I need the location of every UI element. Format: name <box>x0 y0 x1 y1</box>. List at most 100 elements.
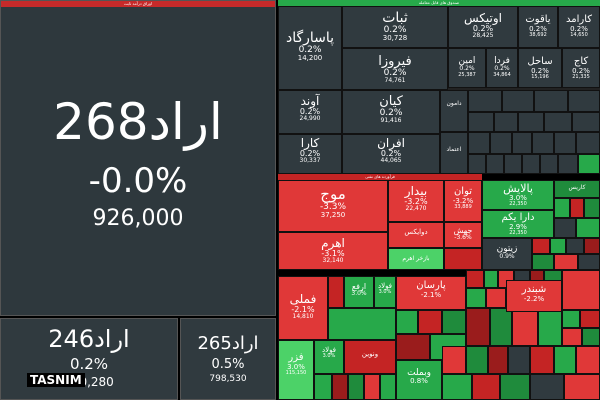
tile-name: ارفع <box>351 282 367 291</box>
tile-value: 14,650 <box>570 31 588 38</box>
tile-name: ثبات <box>382 10 408 26</box>
tile-name: بازخر اهرم <box>402 255 430 262</box>
tile-foulad-1[interactable]: فولاد 3.0% <box>374 276 396 308</box>
tile-change: 3.0% <box>378 289 392 296</box>
tile-name: اعتماد <box>446 146 462 153</box>
tile-change: 2.9% <box>509 222 527 231</box>
tile-small-red[interactable] <box>444 248 482 270</box>
tile-value: 44,065 <box>380 156 402 164</box>
tile-value: 28,425 <box>472 31 494 39</box>
tile-name: امین <box>458 56 476 66</box>
tile-change: -3.2% <box>404 196 428 206</box>
tile-sahel[interactable]: ساحل 0.2% 15,196 <box>518 48 562 88</box>
tile-metal-small[interactable] <box>328 276 344 308</box>
tile-change: 0.2% <box>494 65 510 73</box>
tile-bidar[interactable]: بیدار -3.2% 22,470 <box>388 180 444 222</box>
funds-small-grid <box>468 90 600 174</box>
tile-ahrom[interactable]: اهرم -3.1% 32,140 <box>278 232 388 270</box>
tile-vanovin[interactable]: ونوین <box>344 340 396 374</box>
tile-change: -3.2% <box>452 196 474 205</box>
tile-sabat[interactable]: ثبات 0.2% 30,728 <box>342 6 448 48</box>
tile-change: -3.3% <box>319 201 347 212</box>
metals-grid <box>314 374 396 400</box>
tile-change: 0.2% <box>299 106 321 116</box>
tile-fazar[interactable]: فزر 3.0% 115,150 <box>278 340 314 400</box>
tile-pasargad[interactable]: پاسارگاد 0.2% 14,200 <box>278 6 342 90</box>
tile-metal-mid[interactable] <box>328 308 396 340</box>
tile-change: 3.0% <box>287 362 305 371</box>
tile-name: اراد246 <box>48 325 130 353</box>
tile-name: بیدار <box>404 184 428 198</box>
tile-damoun[interactable]: دامون <box>440 90 468 132</box>
tile-value: 91,416 <box>380 117 402 125</box>
tile-value: 30,728 <box>382 34 408 43</box>
tasnim-watermark: TASNIM <box>27 373 85 387</box>
tile-value: 74,761 <box>384 77 406 85</box>
funds-header: صندوق های قابل معامله <box>278 0 600 6</box>
tile-tavan[interactable]: توان -3.2% 33,889 <box>444 180 482 222</box>
tile-name: موج <box>320 185 346 203</box>
tile-name: زیتون <box>496 244 518 254</box>
tile-value: 15,196 <box>531 73 549 80</box>
tile-yaghout[interactable]: یاقوت 0.2% 38,692 <box>518 6 558 48</box>
fixed-income-panel[interactable]: اوراق درآمد ثابت اراد268 -0.0% 926,000 <box>0 0 276 316</box>
tile-karis[interactable]: کاریس <box>554 180 600 198</box>
tile-avand[interactable]: آوند 0.2% 24,990 <box>278 90 342 134</box>
tile-bazkhar-ahrom[interactable]: بازخر اهرم <box>388 248 444 270</box>
main-symbol-value: 926,000 <box>92 206 184 231</box>
tile-etemad[interactable]: اعتماد <box>440 132 468 174</box>
tile-kara[interactable]: کارا 0.2% 30,337 <box>278 134 342 174</box>
tile-name: دارا یکم <box>501 212 535 223</box>
tile-zeitoun[interactable]: زیتون 0.9% <box>482 238 532 270</box>
tile-change: 3.0% <box>351 290 367 298</box>
tile-value: 22,470 <box>405 204 427 212</box>
tile-foulad-2[interactable]: فولاد 3.0% <box>314 340 344 374</box>
tile-firouza[interactable]: فیروزا 0.2% 74,761 <box>342 48 448 90</box>
tile-kaj[interactable]: کاج 0.2% 21,335 <box>562 48 600 88</box>
tile-jahesh[interactable]: جهش -3.6% <box>444 222 482 248</box>
tile-arad265[interactable]: اراد265 0.5% 798,530 <box>180 318 276 400</box>
tile-change: 0.2% <box>472 23 494 33</box>
tile-arad246[interactable]: اراد246 0.2% 820,280 TASNIM <box>0 318 178 400</box>
tile-change: -3.1% <box>321 248 345 258</box>
tile-dara-yekom[interactable]: دارا یکم 2.9% 22,350 <box>482 210 554 238</box>
misc-grid-3 <box>442 346 600 400</box>
tile-name: کاریس <box>568 184 586 191</box>
tile-value: 38,692 <box>529 31 547 38</box>
tile-value: 14,810 <box>292 312 314 320</box>
tile-palayesh[interactable]: پالایش 3.0% 22,350 <box>482 180 554 210</box>
tile-change: -2.2% <box>523 294 545 303</box>
tile-farda[interactable]: فردا 0.2% 34,864 <box>486 48 518 88</box>
tile-vabmellat[interactable]: وبملت 0.8% <box>396 360 442 400</box>
refining-grid <box>554 198 600 238</box>
tile-shebandar[interactable]: شبندر -2.2% <box>506 280 562 312</box>
tile-name: اهرم <box>321 236 345 250</box>
tile-parsan[interactable]: پارسان -2.1% <box>396 276 466 310</box>
tile-afran[interactable]: افران 0.2% 44,065 <box>342 134 440 174</box>
tile-arfa[interactable]: ارفع 3.0% <box>344 276 374 308</box>
panel-header: اوراق درآمد ثابت <box>1 1 275 7</box>
tile-value: 37,250 <box>320 211 346 220</box>
tile-karamad[interactable]: کارامد 0.2% 14,650 <box>558 6 600 48</box>
tile-change: 0.2% <box>298 44 322 55</box>
tile-name: ساحل <box>527 56 553 67</box>
tile-misc-red[interactable] <box>562 270 600 310</box>
tile-name: فملی <box>289 292 317 306</box>
tile-change: 3.0% <box>322 353 336 360</box>
tile-kian[interactable]: کیان 0.2% 91,416 <box>342 90 440 134</box>
tile-name: آوند <box>300 94 320 108</box>
tile-doix[interactable]: دوایکس <box>388 222 444 248</box>
tile-otix[interactable]: اوتیکس 0.2% 28,425 <box>448 6 518 48</box>
tile-name: فولاد <box>321 346 337 354</box>
tile-amin[interactable]: امین 0.2% 25,387 <box>448 48 486 88</box>
tile-value: 14,200 <box>297 54 323 63</box>
tile-mouj[interactable]: موج -3.3% 37,250 <box>278 180 388 232</box>
tile-name: افران <box>377 136 405 150</box>
tile-name: پالایش <box>503 182 533 195</box>
tile-change: 0.2% <box>570 24 588 33</box>
tile-value: 21,335 <box>572 73 590 80</box>
tile-name: شبندر <box>521 284 547 295</box>
tile-fameli[interactable]: فملی -2.1% 14,810 <box>278 276 328 340</box>
tile-value: 30,337 <box>299 156 321 164</box>
refining-grid-2 <box>532 238 600 270</box>
